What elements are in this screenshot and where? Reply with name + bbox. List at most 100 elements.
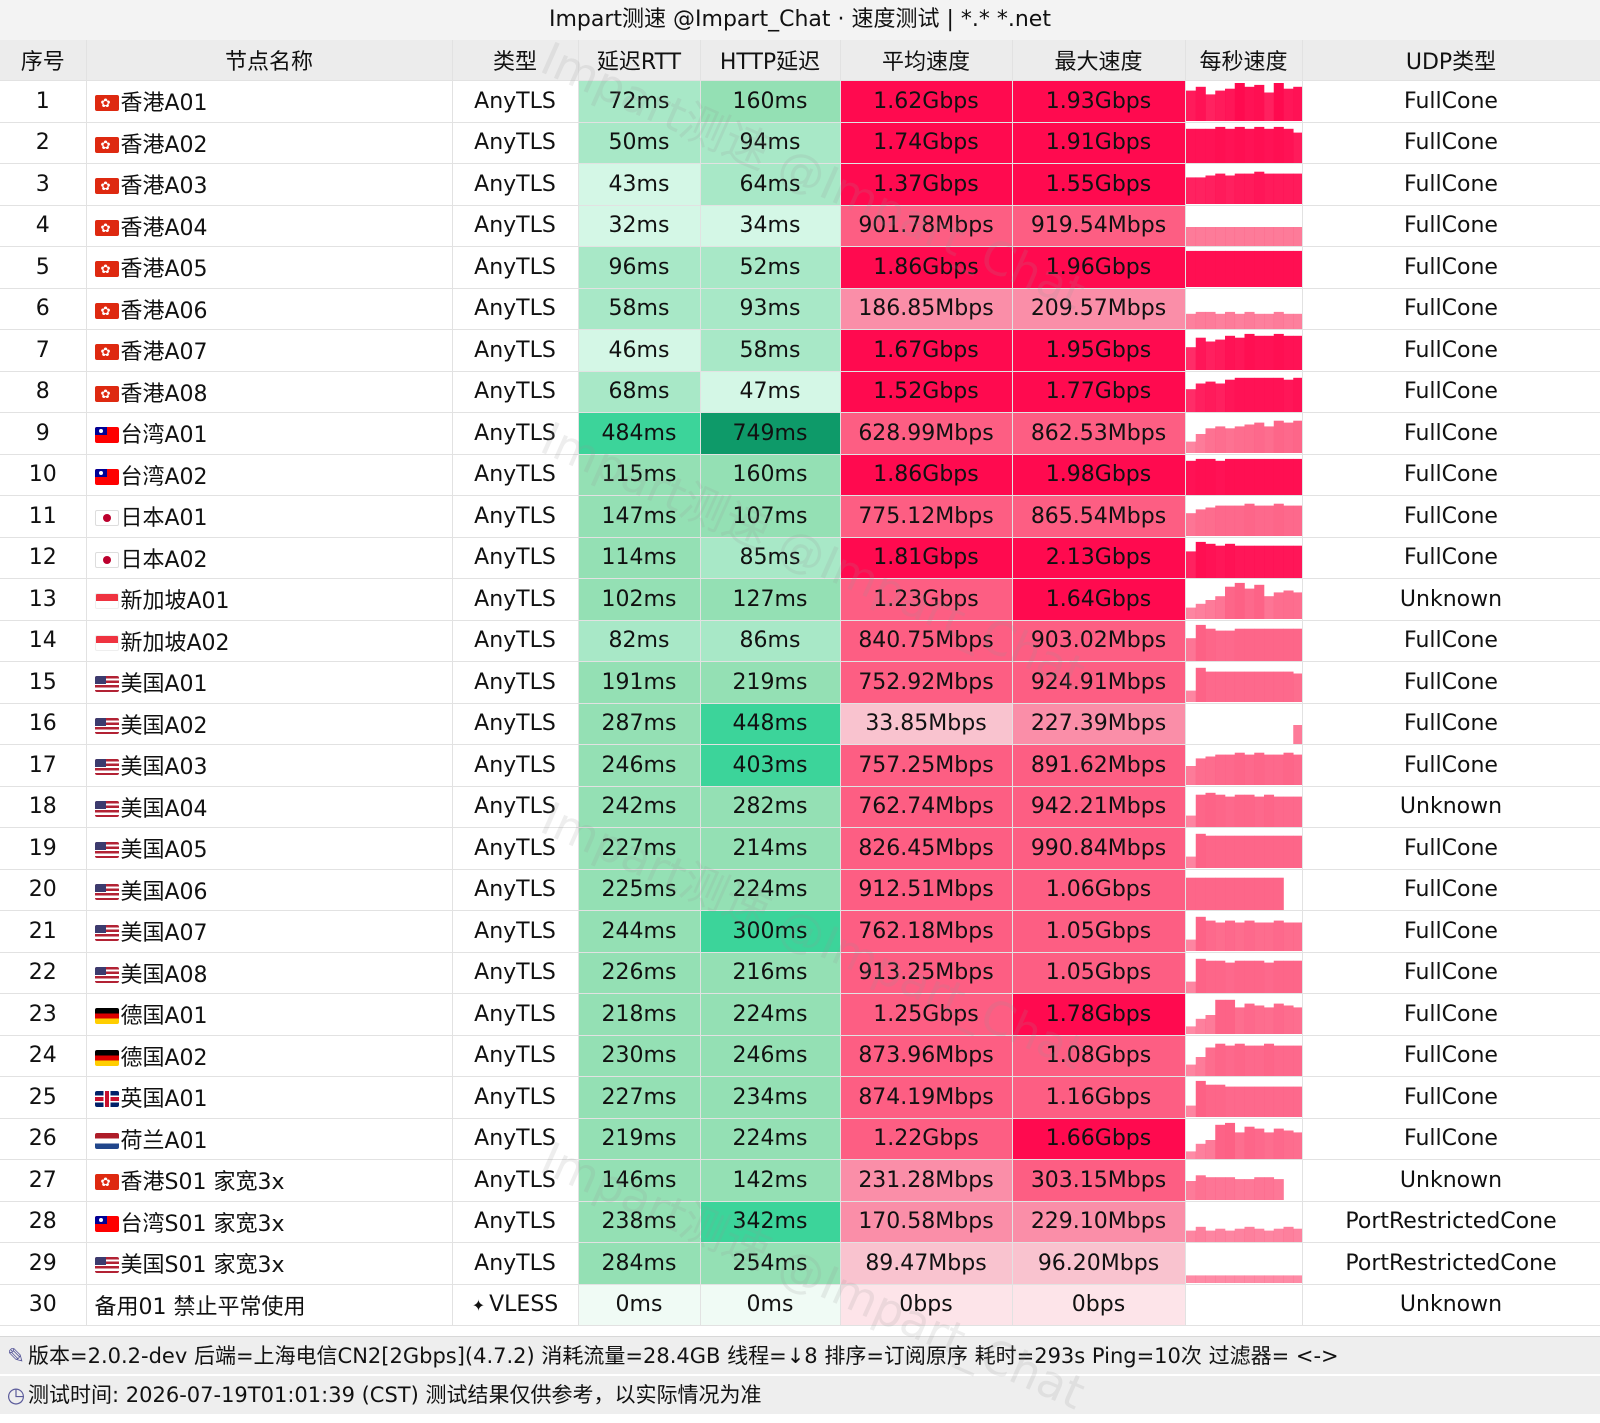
sparkline-bar [1195,337,1206,371]
type-text: AnyTLS [474,669,556,695]
col-header-rtt[interactable]: 延迟RTT [578,40,701,81]
col-header-max-speed[interactable]: 最大速度 [1012,40,1186,81]
table-row[interactable]: 6 香港A06 AnyTLS 58ms93ms186.85Mbps209.57Mbps… [0,288,1600,330]
sparkline-bar [1214,1043,1225,1076]
sparkline-bar [1205,311,1216,329]
sparkline-bar [1205,1275,1216,1284]
sparkline-bar [1234,583,1245,620]
sparkline-bar [1283,590,1294,620]
table-row[interactable]: 17 美国A03 AnyTLS 246ms 403ms 757.25Mbps 891.62M… [0,744,1600,787]
sparkline-bar [1253,628,1264,661]
sparkline-bar [1205,428,1216,454]
cell-max-speed: 229.10Mbps [1012,1201,1186,1243]
col-header-udp[interactable]: UDP类型 [1302,40,1600,81]
col-header-http[interactable]: HTTP延迟 [700,40,841,81]
sparkline-bar [1214,754,1225,786]
col-header-name[interactable]: 节点名称 [86,40,453,81]
sparkline-bar [1185,939,1196,952]
table-row[interactable]: 25 英国A01 AnyTLS 227ms 234ms 874.19Mbps 1.16Gbp… [0,1076,1600,1119]
sparkline-bar [1253,1228,1264,1242]
sparkline-bar [1224,1122,1235,1159]
footer-info: ✎ 版本=2.0.2-dev 后端=上海电信CN2[2Gbps](4.7.2) 消… [0,1336,1600,1374]
table-row[interactable]: 26 荷兰A01 AnyTLS 219ms 224ms 1.22Gbps 1.66Gbps F… [0,1118,1600,1160]
sparkline-bar [1234,877,1245,910]
table-row[interactable]: 19 美国A05 AnyTLS 227ms 214ms 826.45Mbps 990.84M… [0,827,1600,870]
table-row[interactable]: 22 美国A08 AnyTLS 226ms 216ms 913.25Mbps 1.05Gbp… [0,952,1600,994]
col-header-type[interactable]: 类型 [452,40,579,81]
sparkline-bar [1292,420,1301,454]
col-header-avg-speed[interactable]: 平均速度 [840,40,1013,81]
sparkline-bar [1185,513,1196,537]
speed-sparkline [1185,1122,1301,1159]
sparkline-bar [1273,83,1284,122]
node-name-text: 新加坡A01 [120,589,230,615]
cell-avg-speed: 1.52Gbps [840,371,1013,413]
sparkline-bar [1253,796,1264,827]
cell-index: 2 [0,122,87,164]
node-name-text: 香港S01 家宽3x [120,1170,285,1196]
sparkline-bar [1273,877,1284,910]
col-header-per-second[interactable]: 每秒速度 [1185,40,1303,81]
sparkline-bar [1195,1081,1206,1118]
table-row[interactable]: 27 香港S01 家宽3x AnyTLS 146ms142ms231.28Mbps30… [0,1159,1600,1202]
table-row[interactable]: 20 美国A06 AnyTLS 225ms 224ms 912.51Mbps 1.06Gbp… [0,869,1600,911]
table-row[interactable]: 28 台湾S01 家宽3x AnyTLS 238ms 342ms 170.58Mbps 22… [0,1201,1600,1243]
sparkline-bar [1214,1228,1225,1242]
table-row[interactable]: 10 台湾A02 AnyTLS 115ms 160ms 1.86Gbps 1.98Gbps F… [0,454,1600,496]
table-row[interactable]: 23 德国A01 AnyTLS 218ms 224ms 1.25Gbps 1.78Gbps F… [0,993,1600,1036]
sparkline-bar [1234,1043,1245,1076]
sparkline-bar [1224,1045,1235,1076]
sparkline-bar [1283,379,1294,412]
sparkline-bar [1244,1126,1255,1159]
cell-avg-speed: 901.78Mbps [840,205,1013,247]
results-table: 序号 节点名称 类型 延迟RTT HTTP延迟 平均速度 最大速度 每秒速度 U… [0,40,1600,1326]
table-row[interactable]: 15 美国A01 AnyTLS 191ms 219ms 752.92Mbps 924.91M… [0,661,1600,704]
node-name-text: 美国S01 家宽3x [120,1253,285,1279]
table-row[interactable]: 29 美国S01 家宽3x AnyTLS 284ms 254ms 89.47Mbps 96.… [0,1242,1600,1285]
sparkline-bar [1263,1230,1274,1242]
table-row[interactable]: 4 香港A04 AnyTLS 32ms34ms901.78Mbps919.54Mbps… [0,205,1600,247]
table-row[interactable]: 21 美国A07 AnyTLS 244ms 300ms 762.18Mbps 1.05Gbp… [0,910,1600,953]
cell-http: 254ms [700,1242,841,1285]
cell-type: AnyTLS [452,993,579,1036]
sparkline-bar [1263,1275,1274,1284]
table-row[interactable]: 13 新加坡A01 AnyTLS 102ms 127ms 1.23Gbps 1.64Gbps… [0,578,1600,621]
table-row[interactable]: 14 新加坡A02 AnyTLS 82ms 86ms 840.75Mbps 903.02Mb… [0,620,1600,662]
sparkline-bar [1283,796,1294,827]
cell-node-name: 美国A07 [86,910,453,953]
cell-rtt: 50ms [578,122,701,164]
sparkline-bar [1195,624,1206,661]
cell-per-second [1185,1159,1303,1202]
cell-http: 300ms [700,910,841,953]
sparkline-bar [1253,85,1264,122]
cell-udp-type: FullCone [1302,454,1600,496]
cell-http: 34ms [700,205,841,247]
sparkline-bar [1195,1275,1206,1284]
node-name-text: 英国A01 [120,1087,208,1113]
table-row[interactable]: 18 美国A04 AnyTLS 242ms 282ms 762.74Mbps 942.21M… [0,786,1600,828]
sparkline-bar [1205,920,1216,952]
sparkline-bar [1234,377,1245,412]
sparkline-bar [1205,341,1216,371]
cell-rtt: 191ms [578,661,701,704]
table-row[interactable]: 11 日本A01 AnyTLS 147ms 107ms 775.12Mbps 865.54M… [0,495,1600,538]
speed-sparkline [1185,503,1301,537]
table-row[interactable]: 30 备用01 禁止平常使用 ✦ VLESS 0ms 0ms 0bps 0bps Unknown [0,1284,1600,1326]
table-row[interactable]: 16 美国A02 AnyTLS 287ms 448ms 33.85Mbps 227.39Mb… [0,703,1600,745]
sparkline-bar [1224,458,1235,495]
sparkline-bar [1234,1179,1245,1201]
table-row[interactable]: 24 德国A02 AnyTLS 230ms 246ms 873.96Mbps 1.08Gbp… [0,1035,1600,1077]
sparkline-bar [1283,313,1294,329]
sparkline-bar [1205,877,1216,910]
table-row[interactable]: 12 日本A02 AnyTLS 114ms 85ms 1.81Gbps 2.13Gbps Fu… [0,537,1600,579]
table-row[interactable]: 9 台湾A01 AnyTLS 484ms 749ms 628.99Mbps 862.53Mb… [0,412,1600,455]
cell-rtt: 115ms [578,454,701,496]
type-text: AnyTLS [474,1126,556,1152]
col-header-index[interactable]: 序号 [0,40,87,81]
